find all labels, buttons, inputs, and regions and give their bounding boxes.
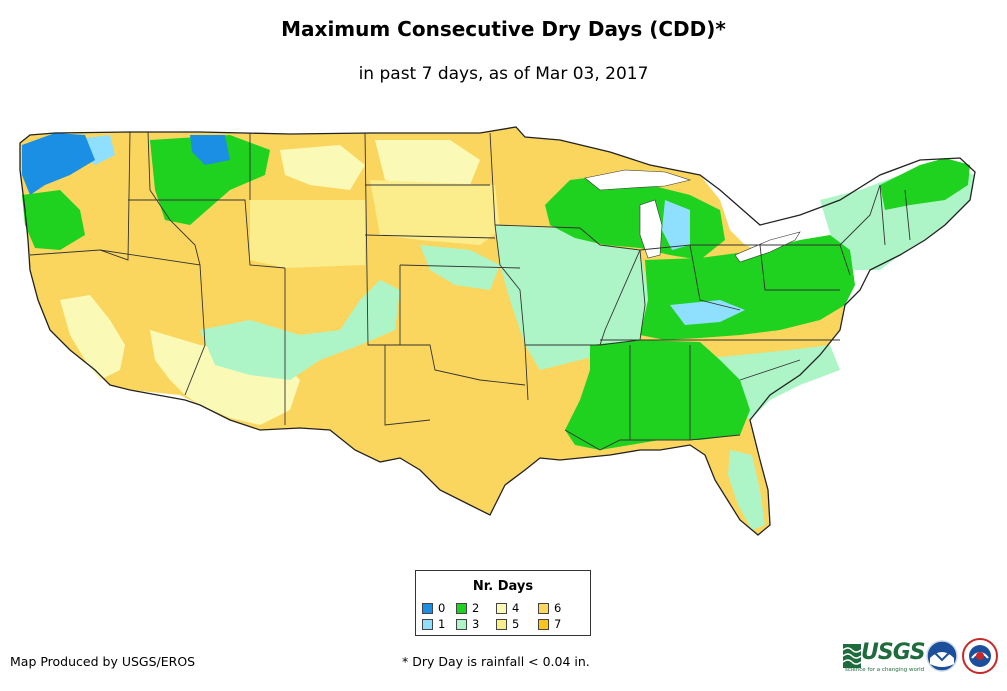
map-region-wa-0 [22, 133, 95, 195]
legend-label: 1 [438, 617, 446, 631]
map-region-florida-3 [728, 450, 765, 530]
usgs-wave-icon [843, 644, 861, 668]
legend-label: 0 [438, 601, 446, 615]
legend-swatch [422, 618, 433, 630]
map-region-ca-4 [60, 295, 125, 380]
map-region-plains-5 [370, 180, 500, 245]
us-outline [19, 126, 976, 536]
state-boundaries [29, 131, 911, 451]
map-region-wy-5 [250, 200, 365, 268]
legend-item-2: 2 [456, 601, 479, 615]
map-region-pnw-2 [22, 190, 85, 250]
legend-item-7: 7 [538, 617, 561, 631]
map-region-kansas-3 [420, 245, 500, 290]
map-region-nd-4 [375, 140, 480, 190]
map-title: Maximum Consecutive Dry Days (CDD)* [281, 17, 726, 41]
map-region-southeast-3 [690, 345, 840, 420]
legend-label: 7 [554, 617, 562, 631]
legend-item-5: 5 [496, 617, 519, 631]
legend-swatch [456, 618, 467, 630]
legend-item-1: 1 [422, 617, 445, 631]
us-dry-days-map [19, 126, 976, 536]
map-region-mt-0 [190, 135, 230, 165]
usgs-tagline: science for a changing world [845, 667, 925, 673]
legend-label: 2 [472, 601, 480, 615]
legend-swatch [456, 602, 467, 614]
legend-item-3: 3 [456, 617, 479, 631]
map-region-mt-4 [280, 145, 365, 190]
legend-swatch [538, 602, 549, 614]
legend-swatch [422, 602, 433, 614]
usgs-wordmark: USGS [861, 640, 926, 665]
legend: Nr. Days 0 1 2 3 4 5 6 7 [415, 570, 591, 636]
legend-swatch [496, 618, 507, 630]
map-region-central-3 [495, 225, 650, 370]
map-region-sw-4 [150, 330, 300, 425]
noaa-logo [926, 640, 958, 672]
legend-label: 5 [512, 617, 520, 631]
lake-erie [734, 231, 801, 263]
legend-item-0: 0 [422, 601, 445, 615]
usgs-logo: USGS science for a changing world [843, 640, 926, 680]
map-subtitle: in past 7 days, as of Mar 03, 2017 [358, 64, 649, 84]
map-region-rockies-3 [200, 280, 400, 380]
map-region-deepsouth-2 [565, 340, 750, 450]
map-region-idaho-2 [150, 135, 270, 225]
legend-item-4: 4 [496, 601, 519, 615]
legend-label: 4 [512, 601, 520, 615]
legend-swatch [496, 602, 507, 614]
footnote-text: * Dry Day is rainfall < 0.04 in. [402, 654, 590, 669]
map-region-lakes-1 [662, 200, 690, 250]
lake-michigan [639, 199, 663, 259]
legend-item-6: 6 [538, 601, 561, 615]
map-region-newengland-2 [880, 158, 970, 210]
credit-text: Map Produced by USGS/EROS [10, 654, 196, 669]
legend-swatch [538, 618, 549, 630]
legend-label: 3 [472, 617, 480, 631]
legend-label: 6 [554, 601, 562, 615]
legend-title: Nr. Days [472, 579, 534, 594]
nws-logo [962, 638, 998, 674]
lake-superior [584, 169, 692, 191]
